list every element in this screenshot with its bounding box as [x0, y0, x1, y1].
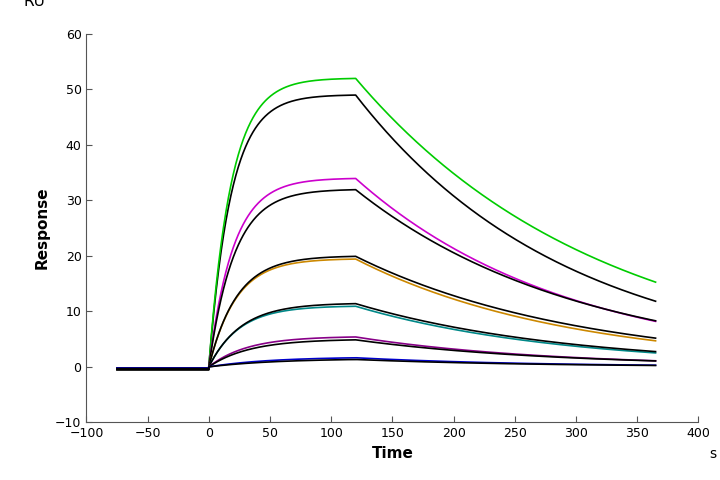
Y-axis label: Response: Response: [35, 187, 50, 269]
Text: s: s: [709, 447, 716, 461]
Text: RU: RU: [24, 0, 46, 9]
X-axis label: Time: Time: [372, 446, 413, 461]
